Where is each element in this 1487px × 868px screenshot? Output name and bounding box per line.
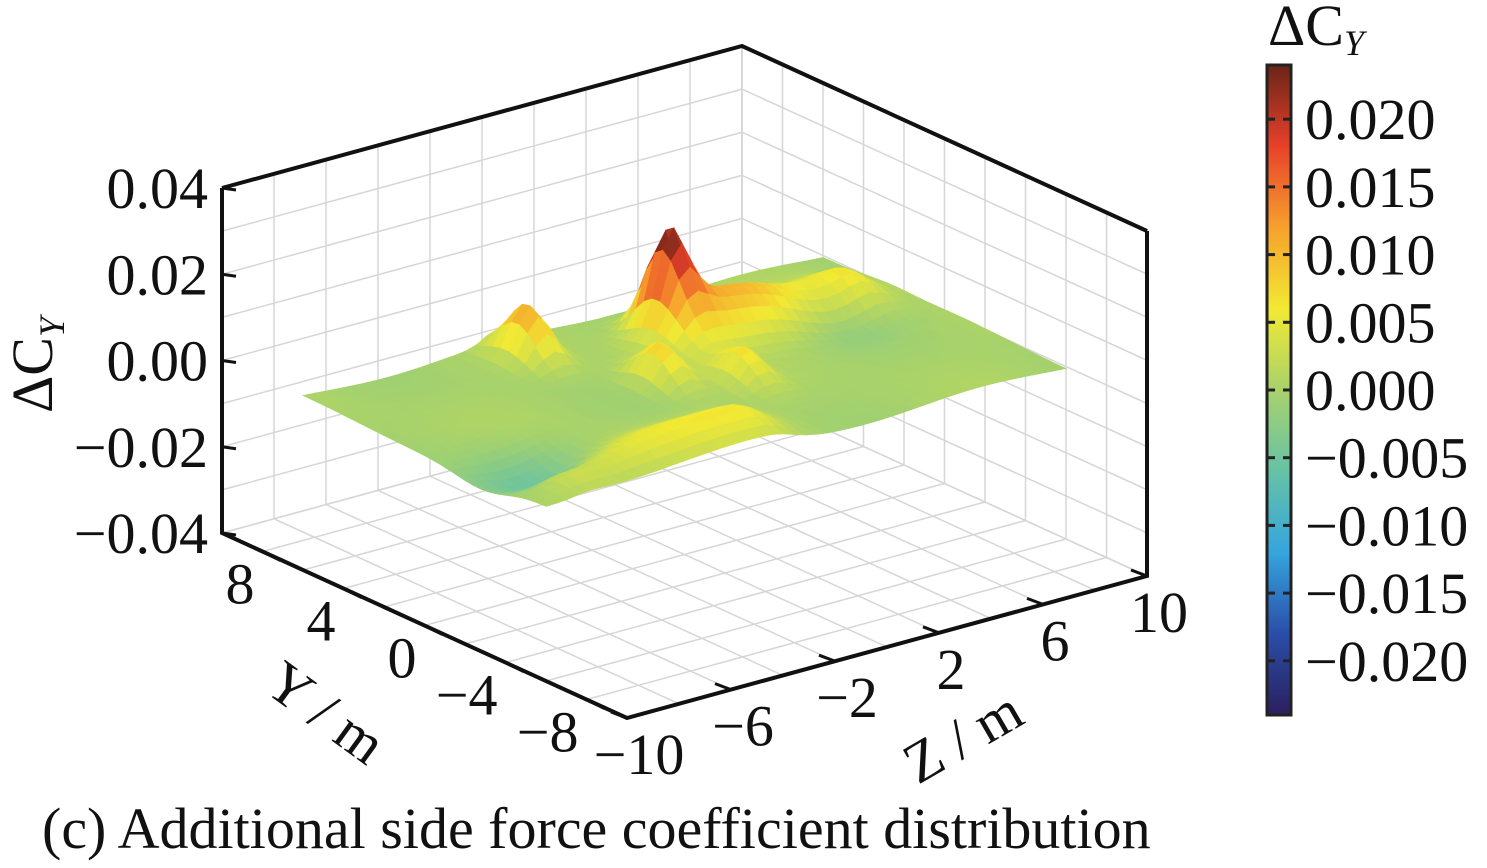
svg-text:ΔCY: ΔCY [0,313,72,413]
colorbar-title-sub: Y [1344,23,1368,63]
colorbar-tick-label: −0.020 [1305,629,1468,694]
y-tick-mark [423,624,444,636]
frame-top [221,43,1148,233]
x-tick-mark [1130,568,1148,578]
surface [302,227,1067,507]
z-tick-mark [221,445,237,451]
z-tick-label: −0.02 [74,415,208,480]
figure-caption: (c) Additional side force coefficient di… [42,796,1151,861]
z-tick-label: 0.00 [107,329,209,394]
surface-patch [1046,364,1067,372]
z-tick-label: −0.04 [74,501,208,566]
floor-gridline [464,501,986,645]
wall-gridline [221,88,743,232]
y-tick-mark [504,661,525,673]
colorbar-tick-label: 0.020 [1305,87,1436,152]
y-tick-label: −8 [517,700,579,765]
z-axis-title-sub: Y [32,313,72,337]
wall-gridline [221,131,743,275]
x-tick-label: −6 [712,694,774,759]
x-tick-mark [922,625,940,635]
wall-gridline [221,217,743,362]
z-axis-title: ΔCY [0,313,72,413]
colorbar-tick-label: 0.000 [1305,358,1436,423]
y-tick-mark [261,550,282,562]
z-tick-mark [221,186,237,192]
y-tick-label: 4 [307,589,336,654]
y-tick-label: −4 [436,663,498,728]
floor-gridline [586,556,1107,701]
z-tick-mark [221,359,237,364]
colorbar-tick-label: −0.005 [1305,426,1468,491]
colorbar-tick-label: 0.005 [1305,290,1436,355]
x-tick-label: −10 [594,722,685,787]
z-tick-mark [221,531,237,537]
colorbar-ticks: 0.0200.0150.0100.0050.000−0.005−0.010−0.… [1267,87,1468,694]
floor-gridline [424,482,945,627]
wall-gridline [741,131,1148,318]
wall-gridline [741,174,1148,362]
colorbar: 0.0200.0150.0100.0050.000−0.005−0.010−0.… [1265,0,1468,717]
y-tick-label: 0 [388,626,417,691]
z-axis-title-main: ΔC [0,337,65,413]
y-tick-mark [585,698,606,710]
x-tick-label: 2 [937,637,966,702]
x-tick-label: −2 [816,665,878,730]
tick-labels: −0.04 −0.02 0.00 0.02 0.04 −8 −4 048 −10 −6 −2 2 6 10 [74,156,1188,787]
colorbar-tick-label: 0.015 [1305,155,1436,220]
colorbar-title: ΔCY [1268,0,1368,63]
floor-gridline [343,445,864,590]
wall-gridline [741,88,1148,275]
z-tick-mark [221,272,237,278]
y-tick-label: 8 [226,552,255,617]
floor-gridline [505,519,1026,664]
x-tick-label: 10 [1130,580,1188,645]
x-tick-mark [610,710,628,720]
colorbar-tick-label: −0.015 [1305,561,1468,626]
x-tick-mark [818,653,836,663]
wall-gridline [221,174,743,319]
x-tick-mark [714,682,732,692]
floor-gridline [545,538,1067,682]
colorbar-tick-label: −0.010 [1305,493,1468,558]
z-tick-label: 0.02 [107,242,209,307]
z-tick-label: 0.04 [107,156,209,221]
x-tick-label: 6 [1041,608,1070,673]
colorbar-title-main: ΔC [1268,0,1344,58]
colorbar-tick-label: 0.010 [1305,223,1436,288]
y-tick-mark [342,587,363,599]
floor-gridline [383,464,905,608]
x-tick-mark [1026,596,1044,606]
y-axis-title: Y / m [254,648,397,777]
